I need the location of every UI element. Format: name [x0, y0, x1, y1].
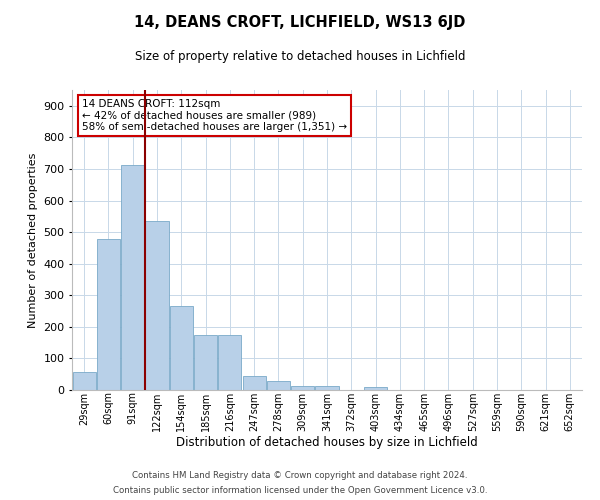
Bar	[316, 386, 338, 390]
Bar	[170, 306, 193, 390]
Bar	[97, 239, 120, 390]
Bar	[194, 334, 217, 390]
Text: 14, DEANS CROFT, LICHFIELD, WS13 6JD: 14, DEANS CROFT, LICHFIELD, WS13 6JD	[134, 15, 466, 30]
Bar	[364, 388, 387, 390]
Bar	[242, 376, 266, 390]
Bar	[145, 221, 169, 390]
Text: Contains HM Land Registry data © Crown copyright and database right 2024.: Contains HM Land Registry data © Crown c…	[132, 471, 468, 480]
Bar	[267, 381, 290, 390]
Bar	[291, 386, 314, 390]
Text: Size of property relative to detached houses in Lichfield: Size of property relative to detached ho…	[135, 50, 465, 63]
Bar	[121, 164, 144, 390]
Bar	[218, 335, 241, 390]
X-axis label: Distribution of detached houses by size in Lichfield: Distribution of detached houses by size …	[176, 436, 478, 450]
Bar	[73, 372, 95, 390]
Text: Contains public sector information licensed under the Open Government Licence v3: Contains public sector information licen…	[113, 486, 487, 495]
Y-axis label: Number of detached properties: Number of detached properties	[28, 152, 38, 328]
Text: 14 DEANS CROFT: 112sqm
← 42% of detached houses are smaller (989)
58% of semi-de: 14 DEANS CROFT: 112sqm ← 42% of detached…	[82, 99, 347, 132]
